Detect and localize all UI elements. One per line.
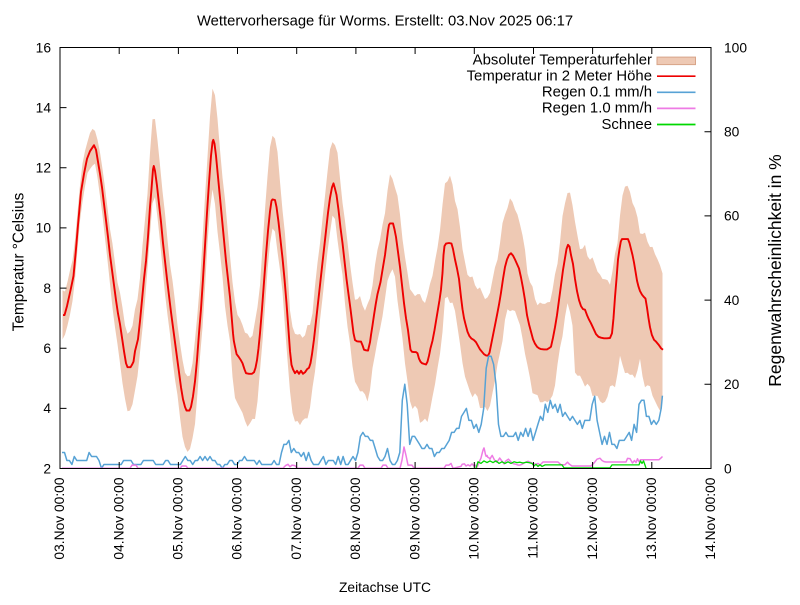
svg-text:Zeitachse UTC: Zeitachse UTC: [339, 580, 431, 595]
svg-text:80: 80: [724, 125, 740, 140]
svg-text:03.Nov 00:00: 03.Nov 00:00: [52, 477, 67, 559]
svg-text:4: 4: [43, 401, 51, 416]
svg-text:0: 0: [724, 461, 732, 476]
svg-text:Wettervorhersage für Worms. Er: Wettervorhersage für Worms. Erstellt: 03…: [197, 14, 573, 30]
svg-text:14.Nov 00:00: 14.Nov 00:00: [703, 477, 718, 559]
svg-text:13.Nov 00:00: 13.Nov 00:00: [644, 477, 659, 559]
svg-text:20: 20: [724, 377, 740, 392]
svg-text:6: 6: [43, 341, 51, 356]
svg-text:12: 12: [36, 161, 51, 176]
svg-text:10.Nov 00:00: 10.Nov 00:00: [467, 477, 482, 559]
svg-text:09.Nov 00:00: 09.Nov 00:00: [407, 477, 422, 559]
svg-text:Regen 1.0 mm/h: Regen 1.0 mm/h: [542, 101, 652, 117]
svg-text:04.Nov 00:00: 04.Nov 00:00: [111, 477, 126, 559]
svg-text:12.Nov 00:00: 12.Nov 00:00: [585, 477, 600, 559]
svg-text:100: 100: [724, 40, 747, 55]
svg-text:10: 10: [36, 221, 52, 236]
svg-text:08.Nov 00:00: 08.Nov 00:00: [348, 477, 363, 559]
svg-text:2: 2: [43, 461, 51, 476]
svg-text:60: 60: [724, 209, 740, 224]
svg-text:Absoluter Temperaturfehler: Absoluter Temperaturfehler: [473, 52, 652, 68]
svg-text:06.Nov 00:00: 06.Nov 00:00: [230, 477, 245, 559]
svg-text:05.Nov 00:00: 05.Nov 00:00: [171, 477, 186, 559]
svg-text:Regenwahrscheinlichkeit in %: Regenwahrscheinlichkeit in %: [765, 154, 785, 386]
svg-text:Temperatur °Celsius: Temperatur °Celsius: [10, 192, 27, 331]
svg-text:07.Nov 00:00: 07.Nov 00:00: [289, 477, 304, 559]
svg-text:40: 40: [724, 293, 740, 308]
svg-text:Regen 0.1 mm/h: Regen 0.1 mm/h: [542, 85, 652, 101]
svg-text:11.Nov 00:00: 11.Nov 00:00: [526, 477, 541, 558]
svg-text:8: 8: [43, 281, 51, 296]
svg-text:16: 16: [36, 40, 52, 55]
svg-text:Temperatur in 2 Meter Höhe: Temperatur in 2 Meter Höhe: [467, 69, 652, 85]
svg-text:14: 14: [36, 100, 52, 115]
svg-text:Schnee: Schnee: [601, 117, 652, 133]
